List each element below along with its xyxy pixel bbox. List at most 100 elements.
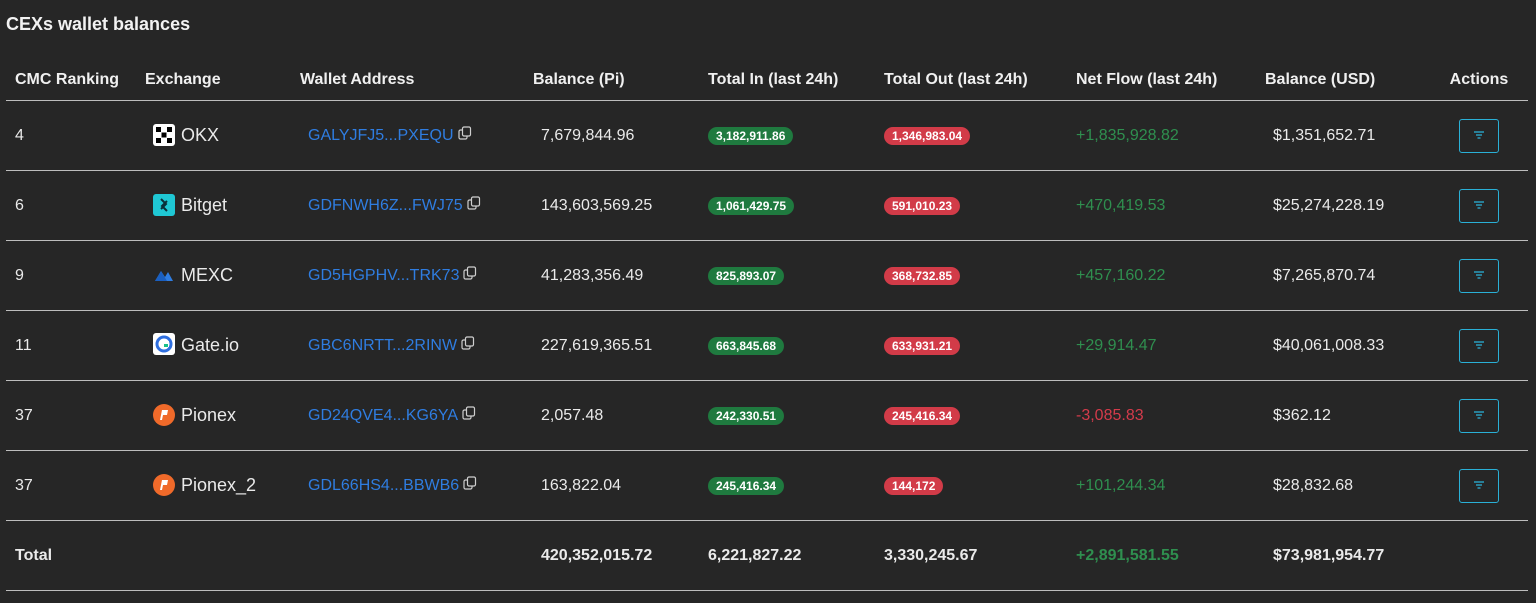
total-in-cell: 3,182,911.86 bbox=[708, 100, 884, 171]
header-balance-usd[interactable]: Balance (USD) bbox=[1265, 60, 1430, 101]
total-out-cell: 1,346,983.04 bbox=[884, 100, 1076, 171]
wallet-address-link[interactable]: GDFNWH6Z...FWJ75 bbox=[308, 196, 463, 214]
header-wallet-address[interactable]: Wallet Address bbox=[300, 60, 533, 101]
filter-action-button[interactable] bbox=[1459, 188, 1499, 223]
actions-cell bbox=[1430, 380, 1528, 451]
cmc-ranking: 37 bbox=[6, 450, 145, 521]
wallet-address-link[interactable]: GALYJFJ5...PXEQU bbox=[308, 126, 454, 144]
total-balance-pi: 420,352,015.72 bbox=[533, 520, 708, 591]
filter-icon bbox=[1472, 198, 1486, 213]
total-out-badge: 633,931.21 bbox=[884, 336, 961, 355]
header-total-in[interactable]: Total In (last 24h) bbox=[708, 60, 884, 101]
total-in-cell: 825,893.07 bbox=[708, 240, 884, 311]
total-balance-usd: $73,981,954.77 bbox=[1265, 520, 1430, 591]
cmc-ranking: 9 bbox=[6, 240, 145, 311]
total-out-cell: 144,172 bbox=[884, 450, 1076, 521]
total-in-badge: 242,330.51 bbox=[708, 406, 785, 425]
net-flow: +101,244.34 bbox=[1076, 450, 1265, 521]
total-out-badge: 368,732.85 bbox=[884, 266, 961, 285]
net-flow: +1,835,928.82 bbox=[1076, 100, 1265, 171]
net-flow: +457,160.22 bbox=[1076, 240, 1265, 311]
wallet-address-link[interactable]: GBC6NRTT...2RINW bbox=[308, 336, 458, 354]
exchange-cell: Pionex bbox=[145, 380, 300, 451]
net-flow: +29,914.47 bbox=[1076, 310, 1265, 381]
exchange-cell: Gate.io bbox=[145, 310, 300, 381]
exchange-name: Pionex bbox=[181, 405, 237, 425]
total-in-badge: 663,845.68 bbox=[708, 336, 785, 355]
exchange-name: Pionex_2 bbox=[181, 475, 257, 495]
wallet-cell: GALYJFJ5...PXEQU bbox=[300, 100, 533, 171]
balance-usd: $28,832.68 bbox=[1265, 450, 1430, 521]
copy-icon[interactable] bbox=[462, 406, 476, 425]
header-exchange[interactable]: Exchange bbox=[145, 60, 300, 101]
balance-usd: $40,061,008.33 bbox=[1265, 310, 1430, 381]
table-row: 4 OKX GALYJFJ5...PXEQU 7,679,844.96 3,18… bbox=[6, 100, 1528, 171]
cmc-ranking: 37 bbox=[6, 380, 145, 451]
exchange-cell: Bitget bbox=[145, 170, 300, 241]
gateio-logo-icon bbox=[153, 333, 175, 358]
total-row: Total 420,352,015.72 6,221,827.22 3,330,… bbox=[6, 520, 1528, 591]
filter-icon bbox=[1472, 128, 1486, 143]
filter-action-button[interactable] bbox=[1459, 468, 1499, 503]
balance-pi: 41,283,356.49 bbox=[533, 240, 708, 311]
header-cmc-ranking[interactable]: CMC Ranking bbox=[6, 60, 145, 101]
filter-action-button[interactable] bbox=[1459, 258, 1499, 293]
total-in-cell: 1,061,429.75 bbox=[708, 170, 884, 241]
exchange-name: OKX bbox=[181, 125, 220, 145]
total-out-badge: 245,416.34 bbox=[884, 406, 961, 425]
total-in: 6,221,827.22 bbox=[708, 520, 884, 591]
header-net-flow[interactable]: Net Flow (last 24h) bbox=[1076, 60, 1265, 101]
total-out-cell: 633,931.21 bbox=[884, 310, 1076, 381]
wallet-cell: GDFNWH6Z...FWJ75 bbox=[300, 170, 533, 241]
copy-icon[interactable] bbox=[467, 196, 481, 215]
total-in-badge: 245,416.34 bbox=[708, 476, 785, 495]
net-flow: -3,085.83 bbox=[1076, 380, 1265, 451]
total-out-badge: 144,172 bbox=[884, 476, 944, 495]
wallet-address-link[interactable]: GD5HGPHV...TRK73 bbox=[308, 266, 460, 284]
wallet-cell: GDL66HS4...BBWB6 bbox=[300, 450, 533, 521]
total-out-cell: 591,010.23 bbox=[884, 170, 1076, 241]
wallet-cell: GBC6NRTT...2RINW bbox=[300, 310, 533, 381]
balance-pi: 7,679,844.96 bbox=[533, 100, 708, 171]
exchange-name: Bitget bbox=[181, 195, 228, 215]
table-header-row: CMC Ranking Exchange Wallet Address Bala… bbox=[6, 60, 1528, 101]
filter-icon bbox=[1472, 268, 1486, 283]
table-row: 37 Pionex GD24QVE4...KG6YA 2,057.48 242,… bbox=[6, 380, 1528, 451]
cmc-ranking: 4 bbox=[6, 100, 145, 171]
total-in-badge: 1,061,429.75 bbox=[708, 196, 795, 215]
copy-icon[interactable] bbox=[461, 336, 475, 355]
balance-usd: $1,351,652.71 bbox=[1265, 100, 1430, 171]
header-balance-pi[interactable]: Balance (Pi) bbox=[533, 60, 708, 101]
wallet-cell: GD24QVE4...KG6YA bbox=[300, 380, 533, 451]
table-row: 6 Bitget GDFNWH6Z...FWJ75 143,603,569.25… bbox=[6, 170, 1528, 241]
exchange-cell: Pionex_2 bbox=[145, 450, 300, 521]
wallet-address-link[interactable]: GDL66HS4...BBWB6 bbox=[308, 476, 460, 494]
bitget-logo-icon bbox=[153, 193, 175, 218]
balance-usd: $25,274,228.19 bbox=[1265, 170, 1430, 241]
header-total-out[interactable]: Total Out (last 24h) bbox=[884, 60, 1076, 101]
filter-action-button[interactable] bbox=[1459, 398, 1499, 433]
filter-action-button[interactable] bbox=[1459, 118, 1499, 153]
header-actions: Actions bbox=[1430, 60, 1528, 101]
total-out-badge: 1,346,983.04 bbox=[884, 126, 971, 145]
actions-cell bbox=[1430, 450, 1528, 521]
page-title: CEXs wallet balances bbox=[6, 14, 191, 34]
cmc-ranking: 11 bbox=[6, 310, 145, 381]
cex-balances-table: CMC Ranking Exchange Wallet Address Bala… bbox=[6, 60, 1528, 591]
pionex-logo-icon bbox=[153, 404, 175, 427]
total-in-cell: 245,416.34 bbox=[708, 450, 884, 521]
copy-icon[interactable] bbox=[463, 476, 477, 495]
balance-usd: $7,265,870.74 bbox=[1265, 240, 1430, 311]
copy-icon[interactable] bbox=[457, 126, 472, 145]
balance-pi: 163,822.04 bbox=[533, 450, 708, 521]
copy-icon[interactable] bbox=[463, 266, 477, 285]
table-row: 9 MEXC GD5HGPHV...TRK73 41,283,356.49 82… bbox=[6, 240, 1528, 311]
total-out-cell: 368,732.85 bbox=[884, 240, 1076, 311]
filter-icon bbox=[1472, 478, 1486, 493]
table-row: 37 Pionex_2 GDL66HS4...BBWB6 163,822.04 … bbox=[6, 450, 1528, 521]
filter-action-button[interactable] bbox=[1459, 328, 1499, 363]
wallet-address-link[interactable]: GD24QVE4...KG6YA bbox=[308, 406, 458, 424]
actions-cell bbox=[1430, 240, 1528, 311]
balance-pi: 143,603,569.25 bbox=[533, 170, 708, 241]
okx-logo-icon bbox=[153, 123, 175, 148]
